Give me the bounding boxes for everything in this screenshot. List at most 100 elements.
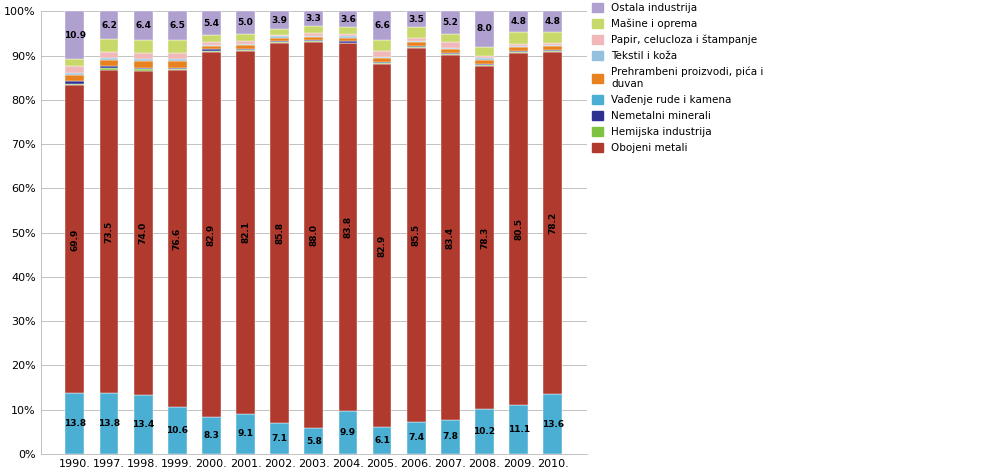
Bar (373, 11, 391, 40)
Bar (339, 38, 357, 41)
Bar (543, 394, 562, 454)
Bar (407, 42, 426, 45)
Bar (304, 11, 323, 26)
Bar (373, 64, 391, 427)
Bar (475, 65, 494, 66)
Bar (304, 40, 323, 41)
Bar (65, 75, 84, 81)
Legend: Ostala industrija, Mašine i oprema, Papir, celucloza i štampanje, Tekstil i koža: Ostala industrija, Mašine i oprema, Papi… (592, 2, 764, 153)
Text: 69.9: 69.9 (70, 228, 79, 251)
Bar (509, 11, 528, 33)
Text: 3.9: 3.9 (272, 16, 288, 25)
Bar (407, 11, 426, 27)
Bar (168, 70, 187, 407)
Bar (270, 44, 289, 422)
Bar (134, 11, 153, 40)
Bar (509, 47, 528, 51)
Bar (168, 60, 187, 61)
Bar (304, 35, 323, 37)
Text: 7.8: 7.8 (442, 432, 458, 441)
Bar (100, 67, 118, 68)
Text: 10.9: 10.9 (64, 31, 86, 40)
Text: 6.5: 6.5 (169, 21, 185, 30)
Bar (509, 52, 528, 53)
Text: 13.8: 13.8 (64, 419, 86, 428)
Bar (475, 56, 494, 58)
Bar (441, 50, 460, 53)
Bar (509, 33, 528, 44)
Bar (509, 405, 528, 454)
Bar (407, 45, 426, 47)
Bar (304, 42, 323, 429)
Bar (304, 41, 323, 42)
Text: 83.4: 83.4 (446, 227, 455, 249)
Bar (339, 34, 357, 36)
Text: 3.5: 3.5 (408, 15, 424, 24)
Text: 5.2: 5.2 (442, 18, 458, 27)
Text: 88.0: 88.0 (309, 224, 318, 246)
Bar (134, 68, 153, 70)
Text: 80.5: 80.5 (514, 218, 523, 240)
Bar (168, 53, 187, 60)
Bar (475, 60, 494, 63)
Bar (373, 51, 391, 57)
Bar (407, 27, 426, 38)
Bar (339, 41, 357, 43)
Bar (441, 53, 460, 54)
Bar (134, 61, 153, 68)
Text: 8.0: 8.0 (477, 25, 492, 34)
Bar (441, 55, 460, 420)
Text: 76.6: 76.6 (173, 228, 182, 250)
Bar (543, 46, 562, 50)
Bar (202, 52, 221, 417)
Bar (543, 45, 562, 46)
Bar (373, 57, 391, 58)
Text: 4.8: 4.8 (511, 18, 527, 26)
Text: 3.3: 3.3 (306, 14, 322, 23)
Bar (100, 58, 118, 60)
Bar (270, 11, 289, 29)
Bar (441, 48, 460, 50)
Bar (202, 417, 221, 454)
Bar (100, 68, 118, 70)
Bar (202, 43, 221, 44)
Bar (509, 51, 528, 52)
Bar (134, 40, 153, 53)
Bar (373, 40, 391, 51)
Bar (100, 393, 118, 454)
Bar (168, 69, 187, 70)
Bar (543, 52, 562, 394)
Text: 9.1: 9.1 (238, 429, 254, 438)
Bar (270, 43, 289, 44)
Text: 6.4: 6.4 (135, 21, 151, 30)
Text: 11.1: 11.1 (508, 425, 530, 434)
Bar (168, 11, 187, 40)
Bar (339, 43, 357, 44)
Text: 8.3: 8.3 (203, 431, 219, 440)
Bar (65, 73, 84, 75)
Bar (270, 41, 289, 43)
Bar (236, 41, 255, 44)
Bar (270, 422, 289, 454)
Text: 6.6: 6.6 (374, 21, 390, 30)
Bar (543, 11, 562, 33)
Bar (373, 62, 391, 63)
Bar (373, 427, 391, 454)
Bar (168, 407, 187, 454)
Bar (475, 58, 494, 60)
Bar (373, 58, 391, 62)
Bar (407, 48, 426, 421)
Bar (543, 33, 562, 43)
Text: 78.2: 78.2 (548, 212, 557, 235)
Bar (475, 46, 494, 56)
Text: 5.0: 5.0 (238, 18, 253, 27)
Bar (475, 66, 494, 409)
Bar (304, 37, 323, 40)
Bar (270, 29, 289, 35)
Bar (543, 51, 562, 52)
Bar (100, 39, 118, 52)
Text: 5.4: 5.4 (203, 19, 219, 28)
Bar (65, 66, 84, 73)
Bar (339, 36, 357, 38)
Bar (475, 63, 494, 65)
